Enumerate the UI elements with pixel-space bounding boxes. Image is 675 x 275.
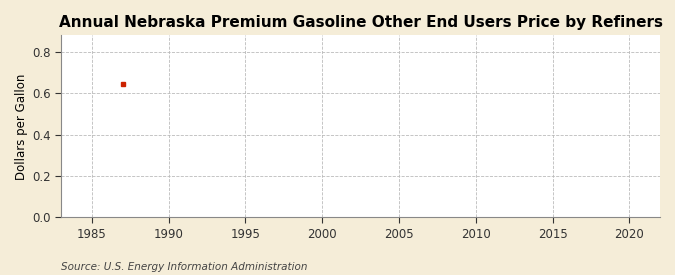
Text: Source: U.S. Energy Information Administration: Source: U.S. Energy Information Administ… <box>61 262 307 272</box>
Title: Annual Nebraska Premium Gasoline Other End Users Price by Refiners: Annual Nebraska Premium Gasoline Other E… <box>59 15 663 30</box>
Y-axis label: Dollars per Gallon: Dollars per Gallon <box>15 73 28 180</box>
